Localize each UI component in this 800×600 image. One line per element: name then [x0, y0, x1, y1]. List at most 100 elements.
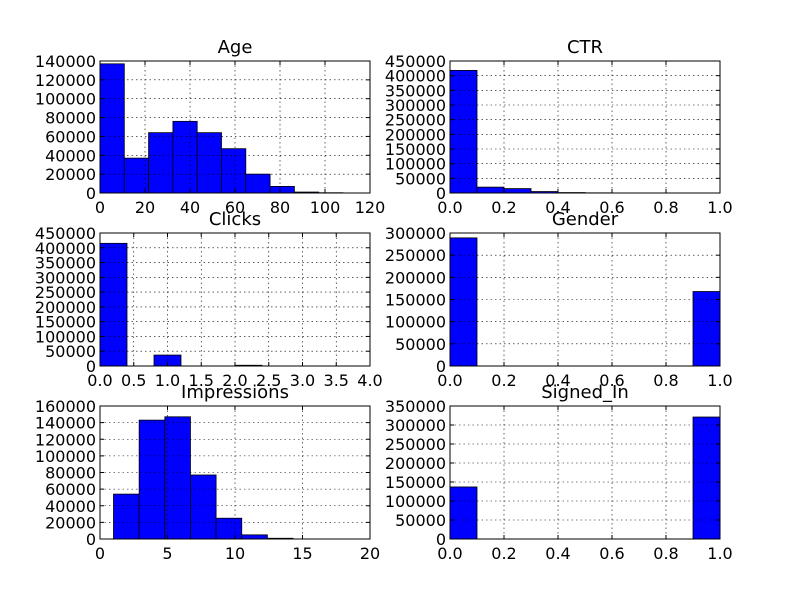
subplot-4: 0 5 10 15 2002000040000600008000010000012000… [35, 382, 380, 563]
x-tick-label: 0 [95, 544, 105, 563]
x-tick-label: 2.0 [222, 371, 247, 390]
y-ticks-5: 0500001000001500002000002500003000003500… [385, 397, 720, 549]
y-tick-label: 50000 [45, 342, 96, 361]
x-tick-label: 1.0 [707, 198, 732, 217]
subplot-3: 0.0 0.2 0.4 0.6 0.8 1.0 0 50000 100000 150000 2000… [385, 209, 733, 390]
x-tick-label: 3.0 [290, 371, 315, 390]
histogram-bar [123, 157, 150, 194]
x-tick-label: 40 [180, 198, 200, 217]
y-tick-label: 0 [86, 530, 96, 549]
histogram-bar [215, 517, 243, 540]
bars-1 [449, 69, 721, 194]
y-tick-label: 150000 [385, 291, 446, 310]
histogram-bar [164, 416, 191, 540]
y-tick-label: 40000 [45, 497, 96, 516]
histogram-bar [172, 120, 198, 194]
x-tick-label: 20 [360, 544, 380, 563]
y-tick-label: 100000 [35, 327, 96, 346]
y-tick-label: 450000 [35, 224, 96, 243]
bars-3 [449, 237, 721, 367]
histogram-bar [99, 242, 128, 367]
histogram-bar [476, 186, 505, 194]
y-tick-label: 200000 [385, 268, 446, 287]
y-tick-label: 100000 [35, 447, 96, 466]
histogram-bar [190, 474, 217, 540]
subplot-title: Impressions [181, 382, 289, 403]
histogram-bar [503, 188, 532, 194]
grid-4 [100, 406, 370, 539]
x-tick-label: 0.8 [653, 371, 678, 390]
x-tick-label: 20 [135, 198, 155, 217]
x-ticks-5: 0.0 0.2 0.4 0.6 0.8 1.0 [437, 406, 733, 563]
x-tick-label: 10 [225, 544, 245, 563]
subplot-2: 0.0 0.5 1.0 1.5 2.0 2.5 3.0 3.5 4.00500001000001… [35, 209, 383, 390]
x-tick-label: 120 [355, 198, 386, 217]
x-tick-label: 0.0 [437, 544, 462, 563]
x-ticks-3: 0.0 0.2 0.4 0.6 0.8 1.0 [437, 233, 733, 390]
plot-frame [449, 405, 721, 540]
x-ticks-1: 0.0 0.2 0.4 0.6 0.8 1.0 [437, 61, 733, 217]
histogram-bar [113, 493, 140, 540]
y-tick-label: 0 [436, 357, 446, 376]
x-tick-label: 0.6 [599, 198, 624, 217]
y-tick-label: 250000 [385, 435, 446, 454]
histogram-bar [99, 63, 125, 194]
x-tick-label: 1.0 [155, 371, 180, 390]
x-tick-label: 0.5 [121, 371, 146, 390]
histogram-bar [449, 69, 478, 194]
subplot-title: Gender [552, 209, 619, 230]
x-tick-label: 15 [292, 544, 312, 563]
y-tick-label: 50000 [395, 511, 446, 530]
y-tick-label: 0 [86, 184, 96, 203]
y-tick-label: 400000 [35, 239, 96, 258]
histogram-bar [138, 419, 166, 540]
grid-2 [100, 233, 370, 366]
y-tick-label: 150000 [385, 140, 446, 159]
histogram-bar [245, 173, 271, 194]
subplot-title: Age [218, 37, 253, 58]
x-tick-label: 100 [310, 198, 341, 217]
histogram-bar [269, 185, 295, 194]
y-tick-label: 20000 [45, 165, 96, 184]
y-tick-label: 250000 [385, 246, 446, 265]
y-tick-label: 80000 [45, 109, 96, 128]
y-tick-label: 140000 [35, 52, 96, 71]
x-ticks-2: 0.0 0.5 1.0 1.5 2.0 2.5 3.0 3.5 4.0 [87, 233, 383, 390]
y-tick-label: 20000 [45, 513, 96, 532]
subplot-title: Signed_In [541, 382, 628, 403]
y-tick-label: 100000 [385, 313, 446, 332]
grid-1 [450, 61, 720, 193]
y-tick-label: 0 [436, 530, 446, 549]
x-tick-label: 3.5 [324, 371, 349, 390]
plot-frame [449, 60, 721, 194]
histogram-bar [692, 416, 721, 540]
histogram-bar [221, 148, 247, 194]
x-tick-label: 0.6 [599, 371, 624, 390]
y-tick-label: 350000 [35, 254, 96, 273]
subplot-5: 0.0 0.2 0.4 0.6 0.8 1.00500001000001500002000… [385, 382, 733, 563]
x-tick-label: 0.0 [437, 371, 462, 390]
y-tick-label: 200000 [35, 298, 96, 317]
y-tick-label: 450000 [385, 52, 446, 71]
x-tick-label: 0.2 [491, 371, 516, 390]
y-tick-label: 100000 [385, 155, 446, 174]
grid-3 [450, 233, 720, 366]
y-tick-label: 250000 [35, 283, 96, 302]
histogram-bar [449, 237, 478, 367]
y-tick-label: 300000 [385, 224, 446, 243]
subplot-title: Clicks [209, 209, 261, 230]
y-tick-label: 100000 [385, 492, 446, 511]
x-tick-label: 5 [162, 544, 172, 563]
y-tick-label: 150000 [385, 473, 446, 492]
y-tick-label: 350000 [385, 397, 446, 416]
y-ticks-2: 0500001000001500002000002500003000003500… [35, 224, 370, 376]
bars-0 [99, 63, 344, 194]
bars-5 [449, 416, 721, 540]
x-tick-label: 0.8 [653, 198, 678, 217]
y-tick-label: 400000 [385, 67, 446, 86]
y-tick-label: 50000 [395, 169, 446, 188]
x-ticks-0: 0 20 40 60 80 100 120 [95, 61, 385, 217]
x-tick-label: 0 [95, 198, 105, 217]
y-tick-label: 40000 [45, 146, 96, 165]
